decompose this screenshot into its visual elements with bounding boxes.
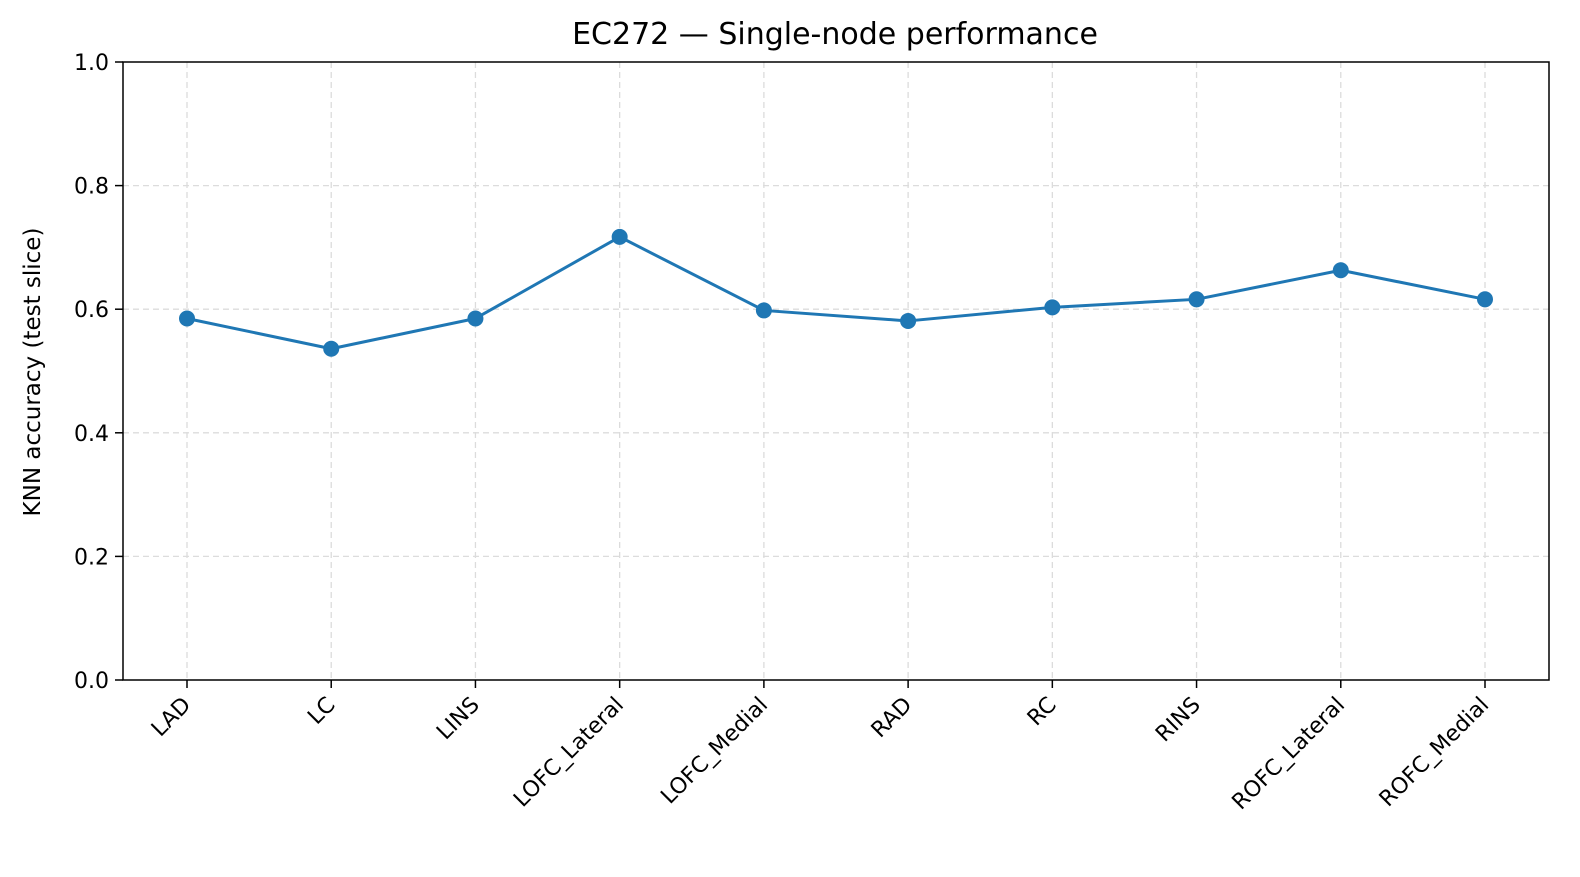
x-tick-label: LINS	[432, 693, 484, 745]
chart-title: EC272 — Single-node performance	[572, 17, 1098, 52]
x-tick-label: RINS	[1151, 693, 1206, 748]
data-point-LOFC_Lateral	[611, 228, 628, 245]
x-tick-label: ROFC_Lateral	[1228, 693, 1350, 815]
grid	[123, 62, 1549, 680]
data-point-ROFC_Lateral	[1332, 262, 1349, 279]
series	[179, 228, 1493, 357]
y-tick-label: 0.6	[74, 298, 109, 323]
series-line	[186, 235, 1486, 351]
x-tick-label: RAD	[867, 693, 917, 743]
y-tick-label: 1.0	[74, 51, 109, 76]
axes	[122, 61, 1550, 681]
x-tick-label: ROFC_Medial	[1375, 693, 1494, 812]
x-tick-label: LOFC_Medial	[656, 693, 773, 810]
x-tick-label: LOFC_Lateral	[509, 693, 629, 813]
x-tick-label: LAD	[147, 693, 196, 742]
data-point-RINS	[1188, 291, 1205, 308]
y-tick-label: 0.4	[74, 422, 109, 447]
data-point-ROFC_Medial	[1477, 291, 1493, 308]
y-tick-label: 0.8	[74, 175, 109, 200]
data-point-LOFC_Medial	[755, 302, 772, 319]
data-point-LAD	[179, 310, 195, 327]
data-point-LC	[323, 340, 340, 357]
y-tick-label: 0.0	[74, 669, 109, 694]
y-tick-label: 0.2	[74, 545, 109, 570]
x-tick-label: RC	[1023, 693, 1062, 732]
data-point-RAD	[900, 312, 917, 329]
data-point-RC	[1044, 299, 1061, 316]
y-axis-label: KNN accuracy (test slice)	[20, 228, 46, 517]
x-tick-label: LC	[303, 693, 340, 730]
plot-frame	[122, 61, 1550, 681]
data-point-LINS	[467, 310, 484, 327]
